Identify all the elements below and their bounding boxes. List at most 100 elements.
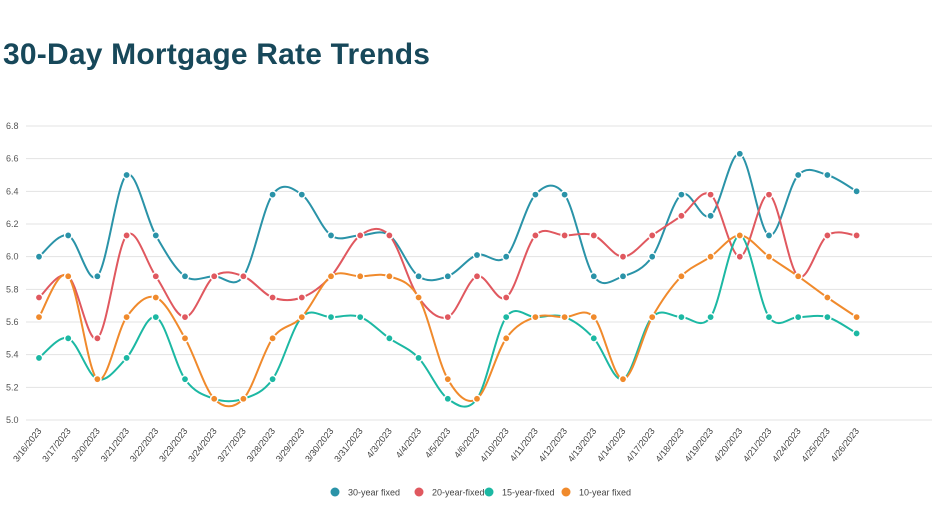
- data-point: [443, 394, 453, 404]
- data-point: [93, 374, 102, 384]
- data-point: [180, 334, 190, 343]
- legend-label: 10-year fixed: [579, 488, 631, 498]
- data-point: [151, 231, 161, 240]
- data-point: [268, 374, 277, 384]
- data-point: [793, 312, 803, 322]
- data-point: [823, 170, 832, 180]
- x-tick-label: 4/24/2023: [770, 426, 803, 464]
- data-point: [735, 149, 745, 159]
- data-point: [472, 271, 482, 281]
- data-point: [93, 271, 102, 281]
- legend-label: 15-year-fixed: [502, 488, 555, 498]
- x-tick-label: 4/4/2023: [394, 426, 423, 460]
- data-point: [268, 334, 277, 343]
- series-line-1: [38, 152, 858, 285]
- data-point: [531, 190, 540, 199]
- data-point: [706, 312, 715, 322]
- data-point: [677, 190, 686, 199]
- x-tick-label: 4/13/2023: [566, 426, 599, 464]
- x-tick-label: 3/28/2023: [245, 426, 278, 464]
- data-point: [209, 271, 219, 281]
- data-point: [472, 394, 482, 404]
- data-point: [852, 312, 861, 322]
- data-point: [677, 211, 686, 221]
- data-point: [34, 312, 44, 322]
- y-tick-label: 6.2: [6, 219, 19, 229]
- x-tick-label: 3/27/2023: [215, 426, 248, 464]
- data-point: [560, 231, 569, 240]
- data-point: [151, 293, 161, 302]
- data-point: [239, 394, 248, 404]
- legend-swatch: [414, 487, 424, 497]
- x-tick-label: 4/21/2023: [741, 426, 774, 464]
- data-point: [589, 231, 599, 240]
- data-point: [852, 187, 861, 196]
- data-point: [764, 231, 774, 240]
- data-point: [355, 312, 365, 322]
- data-point: [560, 312, 569, 322]
- data-point: [239, 271, 248, 281]
- data-point: [326, 271, 336, 281]
- data-point: [501, 312, 511, 322]
- data-point: [823, 293, 832, 302]
- x-tick-label: 4/26/2023: [829, 426, 862, 464]
- data-point: [122, 170, 131, 180]
- x-tick-label: 3/23/2023: [157, 426, 190, 464]
- data-point: [34, 252, 44, 261]
- legend-swatch: [484, 487, 494, 497]
- data-point: [618, 252, 628, 261]
- data-points: [34, 149, 861, 404]
- data-point: [677, 312, 686, 322]
- data-point: [180, 271, 190, 281]
- data-point: [501, 293, 511, 302]
- data-point: [706, 252, 715, 261]
- data-point: [63, 334, 73, 343]
- x-tick-label: 3/16/2023: [11, 426, 44, 464]
- x-tick-label: 4/19/2023: [683, 426, 716, 464]
- x-tick-label: 3/17/2023: [40, 426, 73, 464]
- data-point: [443, 271, 453, 281]
- data-point: [209, 394, 219, 404]
- data-point: [706, 190, 715, 199]
- data-point: [443, 312, 453, 322]
- x-tick-label: 4/14/2023: [595, 426, 628, 464]
- data-point: [735, 231, 745, 240]
- data-point: [647, 231, 657, 240]
- data-point: [589, 312, 599, 322]
- data-point: [560, 190, 569, 199]
- data-point: [501, 334, 511, 343]
- data-point: [297, 312, 307, 322]
- y-tick-label: 5.6: [6, 317, 19, 327]
- data-point: [764, 312, 774, 322]
- data-point: [764, 252, 774, 261]
- x-tick-label: 4/10/2023: [478, 426, 511, 464]
- data-point: [326, 312, 336, 322]
- x-tick-label: 4/17/2023: [624, 426, 657, 464]
- data-point: [385, 334, 394, 343]
- data-point: [122, 312, 131, 322]
- data-point: [589, 271, 599, 281]
- y-tick-label: 6.4: [6, 186, 19, 196]
- y-tick-label: 5.4: [6, 350, 19, 360]
- x-tick-label: 3/31/2023: [332, 426, 365, 464]
- x-tick-label: 4/5/2023: [423, 426, 452, 460]
- data-point: [297, 293, 307, 302]
- data-point: [268, 190, 277, 199]
- data-point: [34, 353, 44, 363]
- y-tick-label: 5.0: [6, 415, 19, 425]
- data-point: [852, 329, 861, 338]
- legend: 30-year fixed 20-year-fixed 15-year-fixed 1…: [330, 487, 631, 498]
- legend-swatch: [330, 487, 340, 497]
- data-point: [93, 334, 102, 343]
- data-point: [122, 353, 131, 363]
- data-point: [326, 231, 336, 240]
- legend-swatch: [561, 487, 571, 497]
- x-tick-label: 3/21/2023: [99, 426, 132, 464]
- x-tick-label: 4/20/2023: [712, 426, 745, 464]
- data-point: [34, 293, 44, 302]
- y-tick-label: 6.6: [6, 154, 19, 164]
- data-point: [414, 293, 423, 302]
- data-point: [414, 271, 423, 281]
- data-point: [618, 271, 628, 281]
